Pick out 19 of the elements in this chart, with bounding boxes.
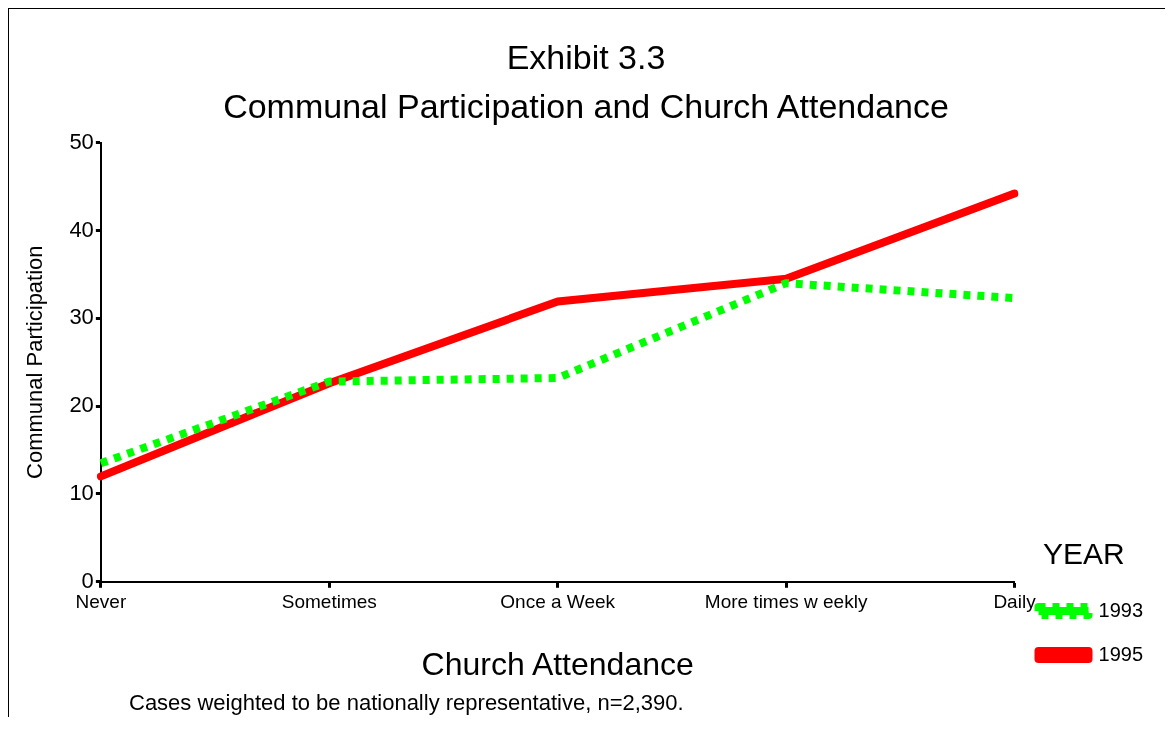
y-tick-label: 30: [69, 304, 94, 330]
y-axis-title: Communal Participation: [22, 245, 48, 479]
legend-label: 1993: [1098, 598, 1144, 621]
legend-label: 1995: [1098, 642, 1144, 665]
y-tick-label: 10: [69, 480, 94, 506]
y-tick-label: 0: [81, 567, 94, 593]
x-tick-label: Once a Week: [500, 591, 616, 613]
legend-title: YEAR: [1042, 537, 1125, 571]
x-tick-label: More times w eekly: [704, 591, 868, 613]
y-tick-label: 20: [69, 392, 94, 418]
text: Cases weighted to be nationally representative, n=2,390.: [128, 689, 685, 717]
chart-title: Exhibit 3.3: [506, 37, 666, 76]
x-tick-label: Sometimes: [281, 591, 377, 613]
chart-subtitle: Communal Participation and Church Attendance: [223, 86, 949, 125]
x-tick-label: Daily: [993, 591, 1037, 613]
x-tick-label: Never: [75, 591, 127, 613]
y-tick-label: 40: [69, 216, 94, 242]
y-tick-label: 50: [69, 128, 94, 154]
x-axis-title: Church Attendance: [421, 645, 694, 682]
